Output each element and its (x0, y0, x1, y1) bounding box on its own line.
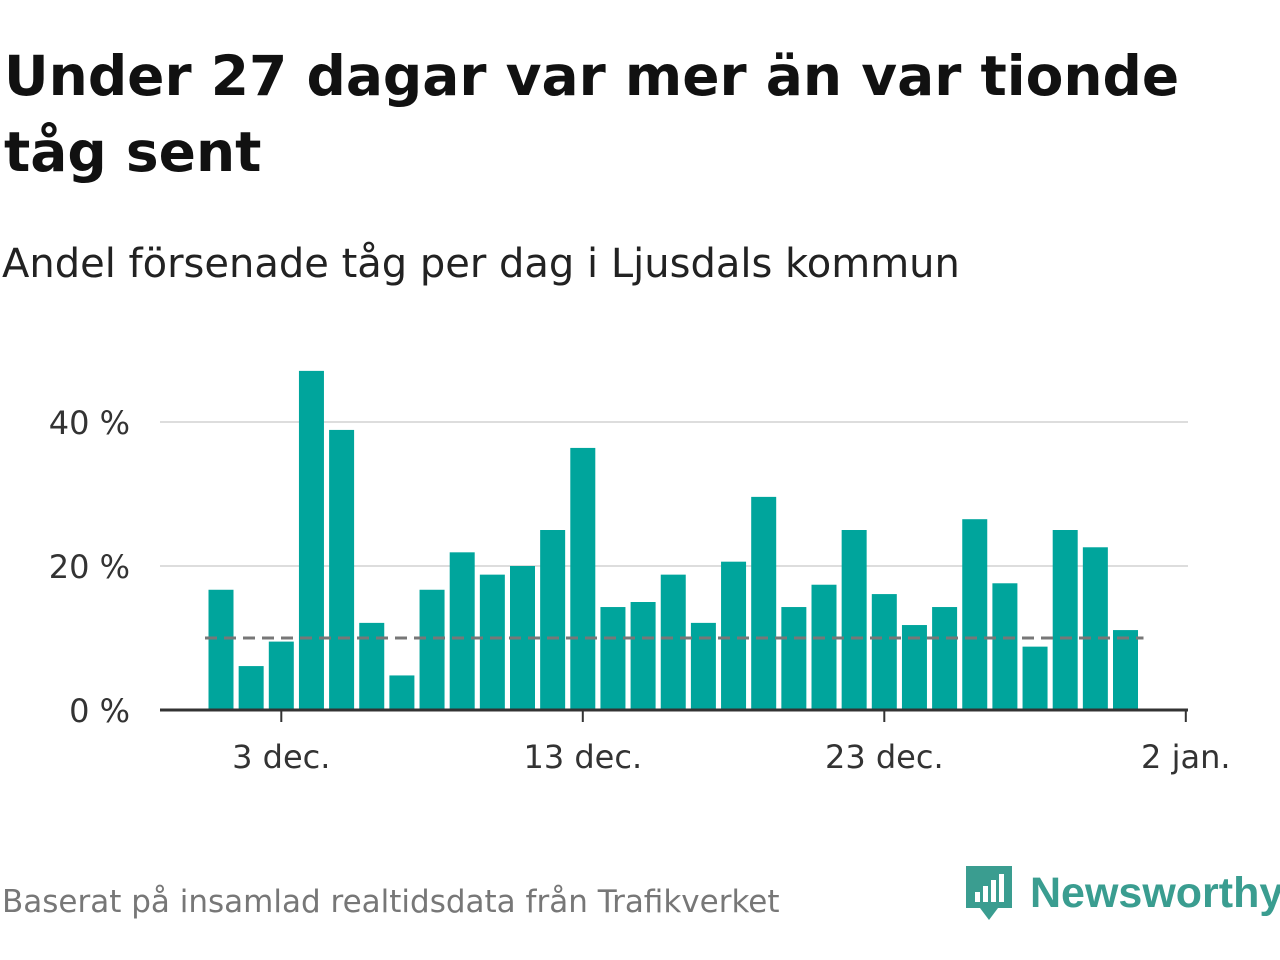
bar-chart: 0 % 20 % 40 % 3 dec. 13 dec. 23 dec. 2 jan. (49, 370, 1231, 776)
bar (479, 574, 505, 710)
bar (359, 622, 385, 710)
bar (449, 552, 475, 710)
bar (751, 496, 777, 710)
brand-name: Newsworthy (1030, 868, 1280, 917)
bar (841, 530, 867, 710)
bar (600, 607, 626, 710)
bar (992, 583, 1018, 710)
y-tick-label: 0 % (69, 692, 130, 730)
chart-subtitle: Andel försenade tåg per dag i Ljusdals k… (2, 241, 960, 287)
bar (238, 666, 264, 710)
bar (1113, 630, 1138, 710)
bar (811, 584, 837, 710)
chart-title: Under 27 dagar var mer än var tionde tåg… (4, 44, 1180, 184)
bar (932, 607, 958, 710)
tick-labels: 0 % 20 % 40 % 3 dec. 13 dec. 23 dec. 2 jan. (49, 404, 1231, 776)
y-tick-label: 20 % (49, 548, 130, 586)
bar (268, 641, 294, 710)
x-tick-label: 3 dec. (232, 738, 330, 776)
bar (690, 622, 716, 710)
bar (721, 561, 747, 710)
bar (298, 370, 324, 710)
brand[interactable]: Newsworthy (962, 862, 1280, 924)
bar (570, 447, 596, 710)
x-tick-label: 13 dec. (523, 738, 642, 776)
bar (871, 594, 897, 710)
bar (419, 589, 445, 710)
bar (962, 519, 988, 710)
bars (208, 370, 1138, 710)
bar (540, 530, 566, 710)
bar (1082, 547, 1108, 710)
y-tick-label: 40 % (49, 404, 130, 442)
source-note: Baserat på insamlad realtidsdata från Tr… (2, 884, 780, 920)
bar (781, 607, 807, 710)
bar (630, 602, 656, 710)
x-tick-label: 23 dec. (825, 738, 944, 776)
bar (660, 574, 686, 710)
bar (1052, 530, 1078, 710)
bar (208, 589, 234, 710)
x-tick-label: 2 jan. (1141, 738, 1230, 776)
bar (329, 429, 355, 710)
axes (160, 708, 1188, 722)
bar (389, 675, 415, 710)
bar (1022, 646, 1048, 710)
bar-chart-speech-bubble-icon (966, 866, 1012, 920)
